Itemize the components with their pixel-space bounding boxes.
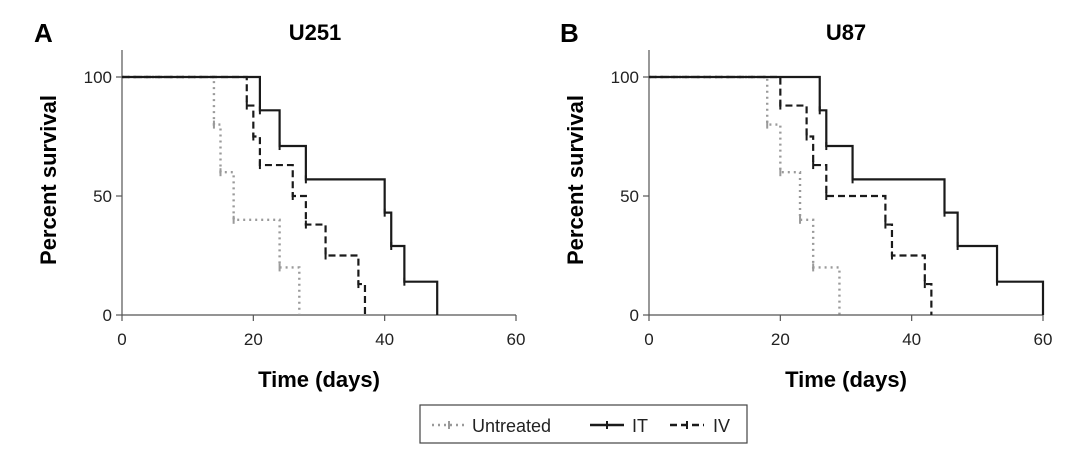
series-untreated-line	[649, 75, 841, 315]
legend-label-it: IT	[632, 416, 648, 436]
x-tick-label: 40	[375, 330, 394, 349]
x-tick-label: 20	[771, 330, 790, 349]
panel-letter: B	[560, 18, 579, 48]
x-tick-label: 40	[902, 330, 921, 349]
x-axis-title: Time (days)	[258, 367, 380, 392]
chart-title: U87	[826, 20, 866, 45]
y-tick-label: 0	[103, 306, 112, 325]
x-tick-label: 60	[507, 330, 526, 349]
series-iv-line	[122, 75, 367, 315]
y-axis-title: Percent survival	[36, 95, 61, 265]
x-tick-label: 60	[1034, 330, 1053, 349]
x-tick-label: 0	[644, 330, 653, 349]
y-tick-label: 100	[611, 68, 639, 87]
chart-title: U251	[289, 20, 342, 45]
panel-b: B U87 0 50 100 0 20 40 60 Time (days) Percent surv…	[560, 18, 1052, 392]
y-tick-label: 0	[630, 306, 639, 325]
y-tick-label: 100	[84, 68, 112, 87]
y-axis-title: Percent survival	[563, 95, 588, 265]
legend: Untreated IT IV	[419, 404, 748, 444]
x-tick-label: 20	[244, 330, 263, 349]
y-tick-label: 50	[93, 187, 112, 206]
x-axis-title: Time (days)	[785, 367, 907, 392]
panel-letter: A	[34, 18, 53, 48]
series-it-line	[649, 75, 1045, 315]
panel-a: A U251 0 50 100 0 20 40 60 Time (days) Percent sur…	[34, 18, 525, 392]
x-tick-label: 0	[117, 330, 126, 349]
y-tick-label: 50	[620, 187, 639, 206]
series-iv-line	[649, 75, 933, 315]
legend-label-iv: IV	[713, 416, 730, 436]
legend-label-untreated: Untreated	[472, 416, 551, 436]
series-it-line	[122, 75, 439, 315]
series-untreated-line	[122, 75, 301, 315]
